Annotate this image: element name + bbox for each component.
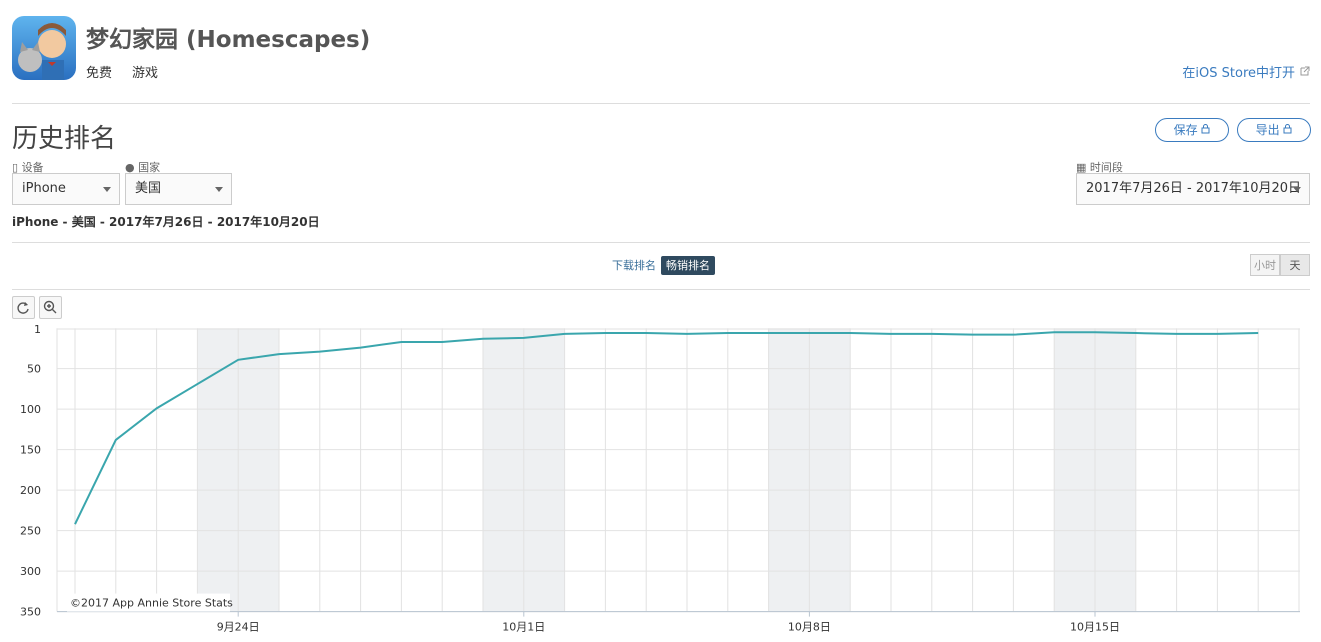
y-tick-label: 300	[20, 565, 41, 578]
external-icon	[1300, 66, 1310, 76]
x-tick-label: 10月15日	[1070, 621, 1120, 634]
select-value: iPhone	[22, 181, 66, 196]
divider	[12, 103, 1310, 104]
store-link[interactable]: 在iOS Store中打开	[1182, 66, 1295, 81]
label-text: 国家	[138, 161, 161, 174]
hourly-toggle[interactable]: 小时	[1250, 254, 1280, 276]
y-tick-label: 100	[20, 403, 41, 416]
x-tick-label: 10月1日	[502, 621, 545, 634]
y-tick-label: 200	[20, 484, 41, 497]
summary: iPhone - 美国 - 2017年7月26日 - 2017年10月20日	[12, 215, 320, 229]
country-select[interactable]: 美国	[125, 173, 232, 205]
save-button[interactable]: 保存	[1155, 118, 1229, 142]
button-label: 导出	[1255, 123, 1280, 137]
divider	[12, 289, 1310, 290]
y-tick-label: 150	[20, 444, 41, 457]
reset-button[interactable]	[12, 296, 35, 319]
y-tick-label: 350	[20, 606, 41, 619]
grossing-tab[interactable]: 畅销排名	[661, 256, 715, 275]
y-tick-label: 1	[34, 323, 41, 336]
country-label: ● 国家	[125, 161, 161, 174]
reset-icon	[17, 302, 29, 314]
downloads-tab[interactable]: 下载排名	[612, 259, 656, 272]
app-price: 免费	[86, 66, 113, 81]
page-title: 历史排名	[12, 124, 117, 154]
y-tick-label: 50	[27, 363, 41, 376]
x-tick-label: 9月24日	[217, 621, 260, 634]
label-text: 时间段	[1089, 161, 1123, 174]
credit: ©2017 App Annie Store Stats	[70, 597, 233, 610]
app-genre[interactable]: 游戏	[132, 66, 159, 81]
y-tick-label: 250	[20, 525, 41, 538]
export-button[interactable]: 导出	[1237, 118, 1311, 142]
divider	[12, 242, 1310, 243]
rank-line	[74, 331, 1259, 525]
lock-icon	[1283, 124, 1292, 134]
lock-icon	[1201, 124, 1210, 134]
x-tick-label: 10月8日	[788, 621, 831, 634]
app-title: 梦幻家园 (Homescapes)	[86, 27, 371, 53]
app-icon[interactable]	[12, 16, 76, 80]
device-select[interactable]: iPhone	[12, 173, 120, 205]
select-value: 美国	[135, 181, 162, 196]
period-select[interactable]: 2017年7月26日 - 2017年10月20日	[1076, 173, 1310, 205]
credit-bg	[67, 593, 230, 612]
device-label: ▯ 设备	[12, 161, 44, 174]
zoom-button[interactable]	[39, 296, 62, 319]
select-value: 2017年7月26日 - 2017年10月20日	[1086, 181, 1302, 196]
daily-toggle[interactable]: 天	[1280, 254, 1310, 276]
button-label: 保存	[1173, 123, 1198, 137]
zoom-icon	[43, 300, 57, 314]
label-text: 设备	[21, 161, 44, 174]
period-label: ▦ 时间段	[1076, 161, 1123, 174]
